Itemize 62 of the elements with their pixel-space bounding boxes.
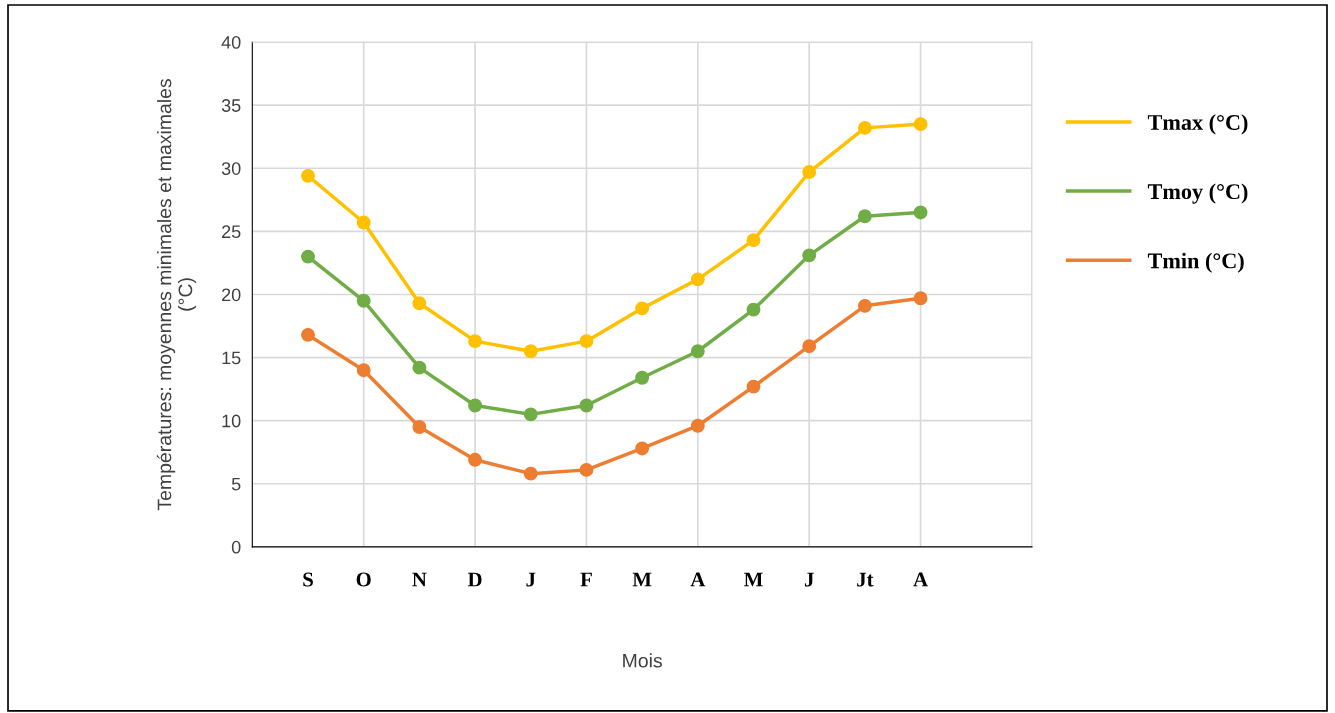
y-tick-label: 40 — [221, 36, 241, 49]
x-tick-label: M — [632, 572, 652, 587]
point — [635, 370, 650, 385]
point — [412, 360, 427, 375]
point — [802, 248, 817, 263]
point — [356, 215, 371, 230]
point — [356, 293, 371, 308]
point — [523, 407, 538, 422]
point — [802, 339, 817, 354]
point — [690, 418, 705, 433]
y-tick-label: 25 — [222, 225, 241, 239]
point — [746, 233, 761, 248]
x-tick-label: M — [744, 572, 763, 587]
point — [857, 209, 872, 224]
x-tick-label: O — [356, 572, 371, 587]
point — [301, 327, 315, 342]
point — [802, 165, 817, 179]
point — [857, 298, 872, 313]
x-tick-label: J — [804, 572, 814, 587]
point — [746, 379, 761, 394]
point — [523, 344, 538, 359]
y-tick-label: 0 — [231, 540, 241, 554]
point — [523, 466, 538, 481]
x-tick-label: N — [412, 572, 427, 587]
x-tick-label: A — [690, 572, 706, 587]
point — [579, 334, 594, 349]
point — [579, 398, 594, 413]
point — [301, 249, 315, 264]
point — [690, 272, 705, 287]
point — [913, 291, 928, 306]
point — [746, 302, 761, 317]
point — [857, 120, 872, 135]
y-axis-title: Températures: moyennes minimales et maximales (°C) — [156, 79, 197, 511]
x-tick-label: Jt — [857, 572, 874, 587]
legend-label: Tmax (°C) — [1147, 114, 1248, 135]
y-tick-label: 20 — [222, 288, 241, 302]
point — [412, 420, 427, 434]
point — [468, 334, 483, 349]
point — [356, 363, 371, 378]
y-tick-label: 10 — [222, 414, 241, 428]
y-tick-label: 15 — [222, 351, 241, 365]
point — [301, 168, 315, 183]
x-tick-label: S — [303, 572, 313, 587]
x-tick-label: D — [467, 572, 482, 587]
point — [412, 296, 427, 311]
y-tick-label: 30 — [221, 162, 241, 175]
x-tick-label: F — [580, 572, 592, 587]
point — [635, 441, 650, 456]
point — [468, 398, 483, 413]
y-tick-label: 5 — [231, 477, 241, 491]
point — [635, 301, 650, 316]
legend-label: Tmin (°C) — [1147, 252, 1244, 273]
point — [690, 344, 705, 359]
point — [579, 462, 594, 477]
x-axis-title: Mois — [623, 653, 662, 668]
x-tick-label: J — [526, 572, 536, 587]
point — [468, 452, 483, 467]
y-tick-label: 35 — [221, 99, 241, 112]
point — [913, 205, 928, 220]
legend-label: Tmoy (°C) — [1147, 183, 1248, 204]
x-tick-label: A — [913, 572, 928, 587]
point — [913, 117, 928, 132]
